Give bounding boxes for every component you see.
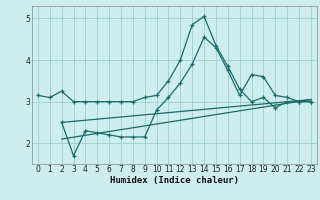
X-axis label: Humidex (Indice chaleur): Humidex (Indice chaleur): [110, 176, 239, 185]
